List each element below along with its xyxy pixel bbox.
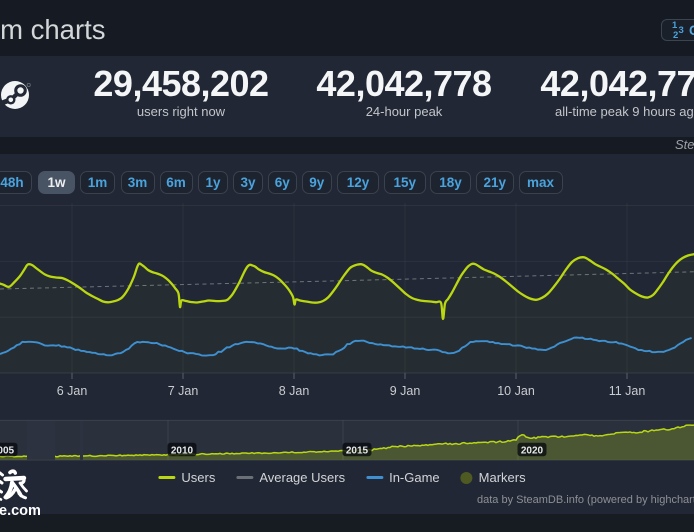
svg-text:7 Jan: 7 Jan xyxy=(168,384,199,398)
svg-text:9 Jan: 9 Jan xyxy=(390,384,421,398)
svg-text:8 Jan: 8 Jan xyxy=(279,384,310,398)
svg-text:11 Jan: 11 Jan xyxy=(609,384,646,398)
svg-text:2020: 2020 xyxy=(521,445,544,456)
svg-text:10 Jan: 10 Jan xyxy=(497,384,535,398)
svg-text:6 Jan: 6 Jan xyxy=(57,384,88,398)
svg-text:2005: 2005 xyxy=(0,445,15,456)
svg-text:2010: 2010 xyxy=(171,445,194,456)
svg-text:2015: 2015 xyxy=(346,445,369,456)
